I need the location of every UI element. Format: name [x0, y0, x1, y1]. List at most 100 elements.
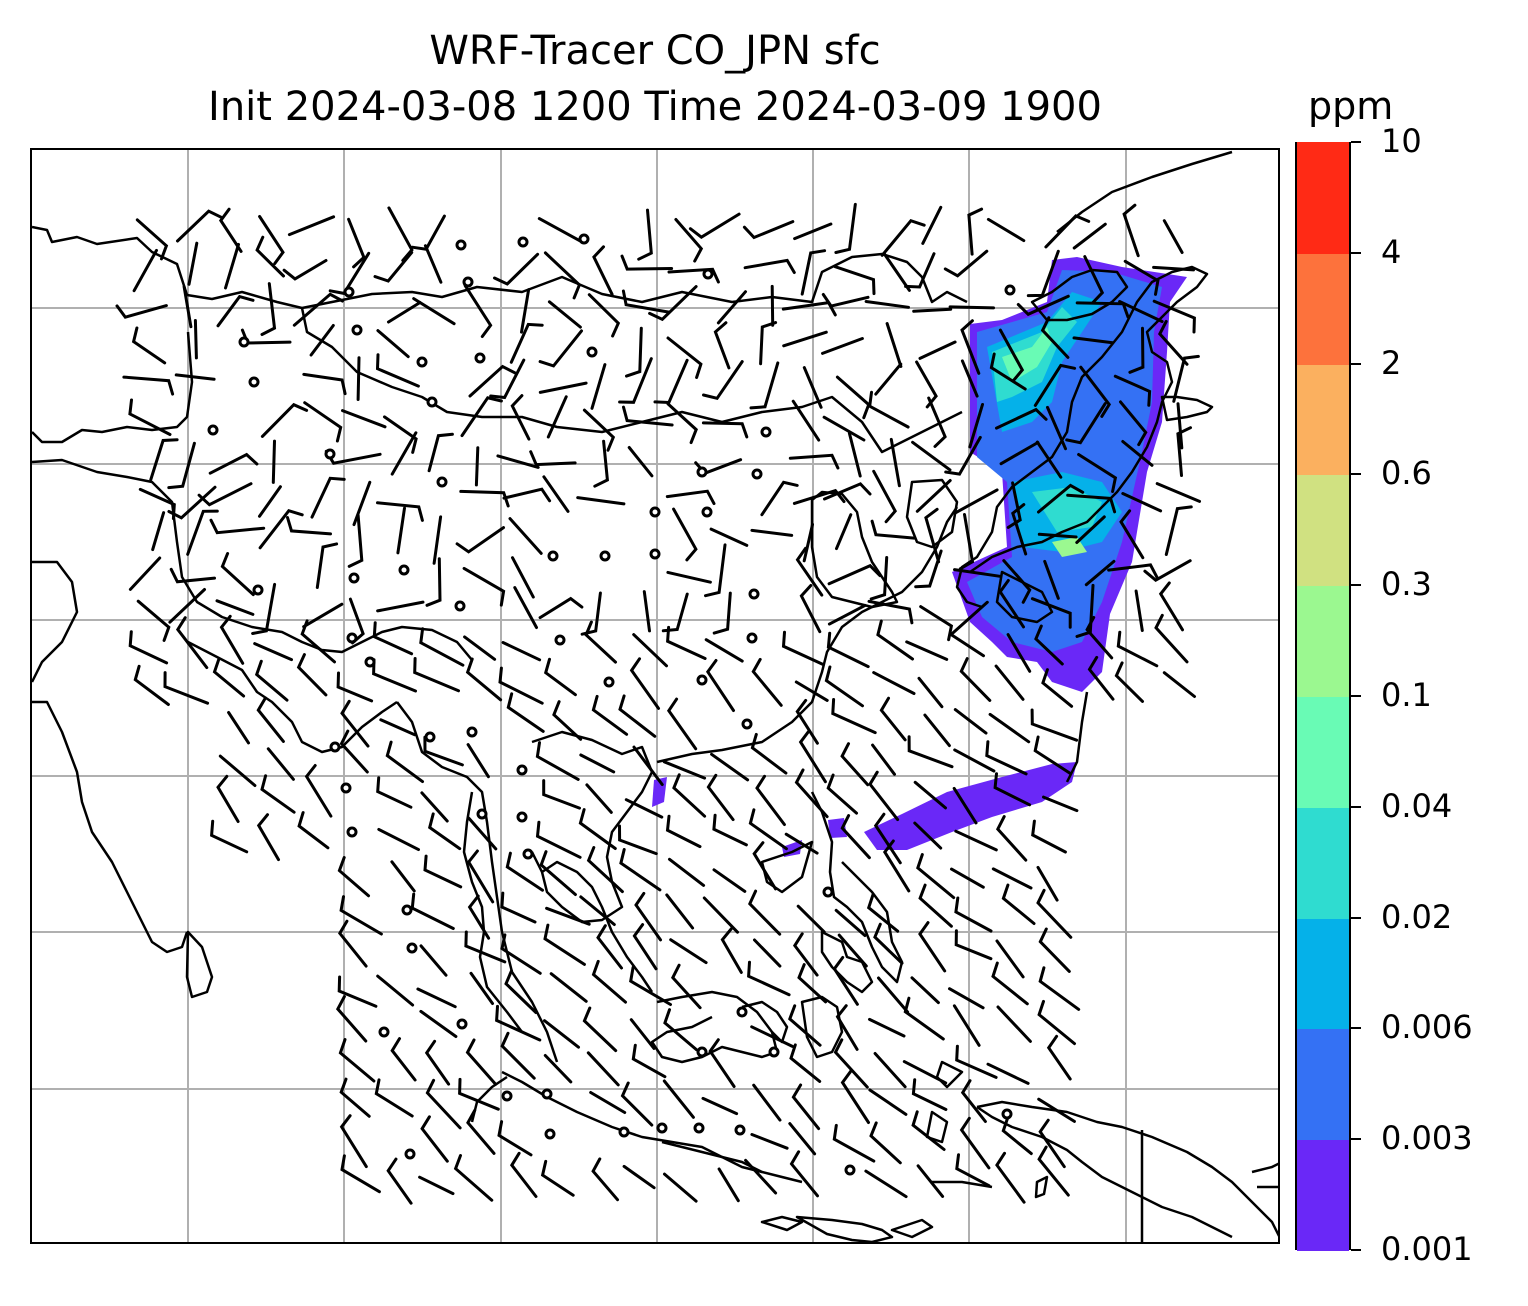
wind-barb — [833, 1038, 869, 1089]
calm-marker — [343, 286, 355, 298]
wind-barb — [954, 488, 999, 515]
wind-barb — [915, 479, 952, 513]
wind-barb — [632, 745, 664, 786]
wind-barb — [543, 657, 577, 697]
wind-barb — [835, 513, 853, 551]
wind-barb — [826, 773, 858, 815]
wind-barb — [292, 292, 344, 327]
wind-barb — [1006, 481, 1022, 529]
wind-barb — [340, 699, 370, 748]
wind-barb — [637, 208, 653, 261]
wind-barb — [377, 827, 420, 852]
wind-barb — [1006, 633, 1032, 673]
wind-barb — [538, 329, 583, 368]
wind-barb — [1107, 563, 1159, 579]
calm-marker — [401, 904, 413, 916]
wind-barb — [1128, 326, 1145, 374]
wind-barb — [1121, 492, 1163, 513]
wind-barb — [666, 402, 698, 445]
wind-barb — [832, 956, 859, 1006]
wind-barb — [585, 783, 613, 814]
wind-barb — [1043, 559, 1060, 600]
wind-barb — [1072, 336, 1115, 345]
wind-barb — [254, 659, 289, 702]
wind-barb — [749, 361, 780, 410]
map-title: WRF-Tracer CO_JPN sfc — [429, 28, 881, 74]
wind-barb — [545, 906, 591, 926]
wind-barb — [133, 664, 170, 706]
wind-barb — [923, 713, 951, 748]
wind-barb — [176, 209, 223, 243]
wind-barb — [620, 1081, 654, 1127]
wind-barb — [386, 1157, 413, 1205]
wind-barb — [905, 640, 949, 661]
wind-barb — [489, 358, 526, 400]
wind-barb — [924, 507, 941, 564]
calm-marker — [547, 550, 559, 562]
colorbar-tick — [1351, 1249, 1361, 1251]
wind-barb — [902, 1060, 948, 1085]
wind-barb — [128, 398, 172, 436]
wind-barb — [784, 832, 819, 855]
wind-barb — [712, 868, 747, 893]
wind-barb — [460, 396, 503, 438]
wind-barb — [210, 819, 249, 854]
wind-barb — [1002, 559, 1032, 604]
wind-barb — [662, 1079, 695, 1119]
colorbar-tick — [1351, 1138, 1361, 1141]
calm-marker — [541, 1088, 553, 1100]
wind-barb — [258, 215, 285, 266]
wind-barb — [138, 487, 176, 521]
wind-barb — [618, 694, 657, 738]
wind-barb — [136, 599, 171, 642]
wind-barb — [669, 938, 708, 965]
wind-barb — [498, 666, 544, 705]
wind-barb — [1033, 735, 1072, 775]
wind-barb — [286, 516, 332, 536]
wind-barb — [993, 772, 1032, 807]
wind-barb — [867, 599, 914, 625]
wind-barb — [913, 821, 943, 850]
wind-barb — [500, 1031, 536, 1080]
wind-barb — [1158, 581, 1184, 632]
colorbar-tick-label: 0.04 — [1381, 786, 1453, 825]
wind-barb — [1038, 927, 1071, 973]
wind-barb — [702, 896, 739, 934]
calm-marker — [1004, 284, 1016, 296]
wind-barb — [889, 437, 901, 488]
wind-barb — [385, 740, 424, 784]
wind-barb — [876, 619, 914, 661]
wind-barb — [508, 517, 543, 555]
wind-barb — [1079, 365, 1112, 418]
colorbar-band — [1297, 1028, 1349, 1141]
wind-barb — [1030, 708, 1079, 742]
calm-marker — [760, 426, 772, 438]
wind-barb — [954, 929, 993, 961]
wind-barb — [467, 894, 491, 940]
calm-marker — [364, 656, 376, 668]
calm-marker — [207, 424, 219, 436]
wind-barb — [1155, 482, 1201, 503]
wind-barb — [831, 698, 877, 735]
wind-barb — [376, 329, 410, 359]
wind-barb — [631, 1043, 667, 1079]
wind-barb — [579, 895, 616, 926]
wind-barb — [1042, 795, 1079, 813]
wind-barb — [493, 252, 540, 286]
wind-barb — [802, 522, 814, 563]
wind-barb — [271, 439, 276, 484]
wind-barb — [1077, 453, 1118, 493]
colorbar-tick-label: 0.1 — [1381, 676, 1432, 714]
wind-barb — [506, 692, 545, 733]
wind-barb — [509, 322, 544, 364]
wind-barb — [629, 965, 672, 1006]
wind-barb — [709, 527, 749, 547]
wind-barb — [505, 851, 544, 892]
wind-barb — [788, 453, 840, 470]
wind-barb — [759, 321, 778, 366]
wind-barb — [584, 620, 617, 664]
wind-barb — [149, 438, 179, 482]
wind-barb — [789, 1043, 822, 1083]
wind-barb — [423, 735, 464, 767]
wind-barb — [339, 895, 383, 936]
